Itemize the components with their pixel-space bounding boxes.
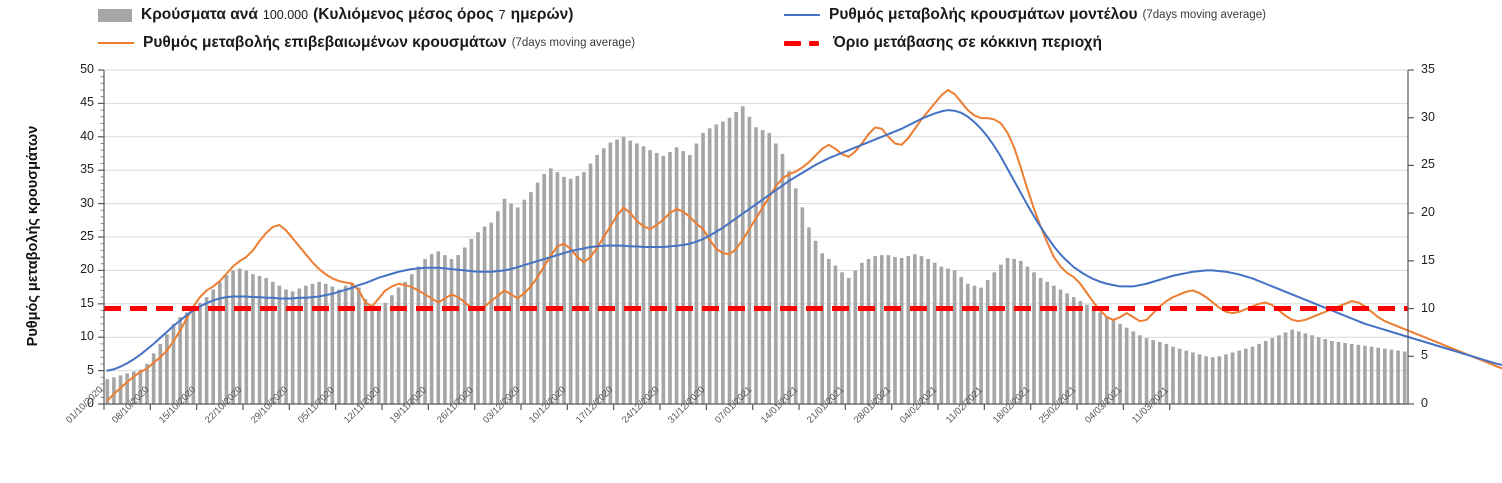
legend-label-cases: Κρούσματα ανά [141,6,258,23]
y-tick-left: 15 [80,295,94,310]
bar-swatch-icon [98,8,132,22]
legend-label-threshold: Όριο μετάβασης σε κόκκινη περιοχή [833,34,1103,51]
legend-item-confirmed-change-rate[interactable]: Ρυθμός μεταβολής επιβεβαιωμένων κρουσμάτ… [98,34,635,52]
y-tick-right: 0 [1421,396,1428,410]
y-tick-left: 5 [87,362,94,377]
y-tick-left: 0 [87,396,94,410]
y-tick-left: 30 [80,195,94,210]
legend-number-days: 7 [498,8,506,22]
left-tick-marks [98,69,104,405]
legend-label-model: Ρυθμός μεταβολής κρουσμάτων μοντέλου [829,6,1138,23]
y-tick-right: 30 [1421,109,1435,124]
y-tick-right: 10 [1421,300,1435,315]
blue-line-swatch-icon [784,14,820,16]
legend-label-days: ημερών) [510,6,574,23]
y-tick-left: 10 [80,329,94,344]
y-tick-left: 50 [80,62,94,76]
legend-number-100k: 100.000 [262,8,309,22]
legend-item-red-zone-threshold[interactable]: Όριο μετάβασης σε κόκκινη περιοχή [784,34,1102,52]
y-tick-left: 20 [80,262,94,277]
y-tick-left: 45 [80,95,94,110]
y-tick-right: 25 [1421,157,1435,172]
y-tick-right: 15 [1421,252,1435,267]
legend-item-cases-per-100k[interactable]: Κρούσματα ανά 100.000 (Κυλιόμενος μέσος … [98,6,573,24]
legend-item-model-change-rate[interactable]: Ρυθμός μεταβολής κρουσμάτων μοντέλου (7d… [784,6,1266,24]
chart-legend: Κρούσματα ανά 100.000 (Κυλιόμενος μέσος … [0,0,1502,62]
y-axis-left-title: Ρυθμός μεταβολής κρουσμάτων [25,125,41,347]
axis-lines [103,70,1409,405]
legend-sub-confirmed: (7days moving average) [511,37,636,49]
bar-series [105,106,1407,405]
x-tick-marks [103,404,1171,410]
legend-label-confirmed: Ρυθμός μεταβολής επιβεβαιωμένων κρουσμάτ… [143,34,507,51]
y-tick-left: 25 [80,229,94,243]
y-tick-right: 20 [1421,205,1435,220]
y-tick-left: 35 [80,162,94,177]
red-dashed-swatch-icon [784,40,824,46]
y-tick-right: 35 [1421,62,1435,76]
y-tick-left: 40 [80,128,94,143]
legend-sub-model: (7days moving average) [1142,9,1266,21]
right-tick-marks [1408,69,1414,405]
orange-line-swatch-icon [98,42,134,44]
y-tick-right: 5 [1421,348,1428,363]
line-series [106,89,1502,402]
legend-label-rolling: (Κυλιόμενος μέσος όρος [313,6,494,23]
